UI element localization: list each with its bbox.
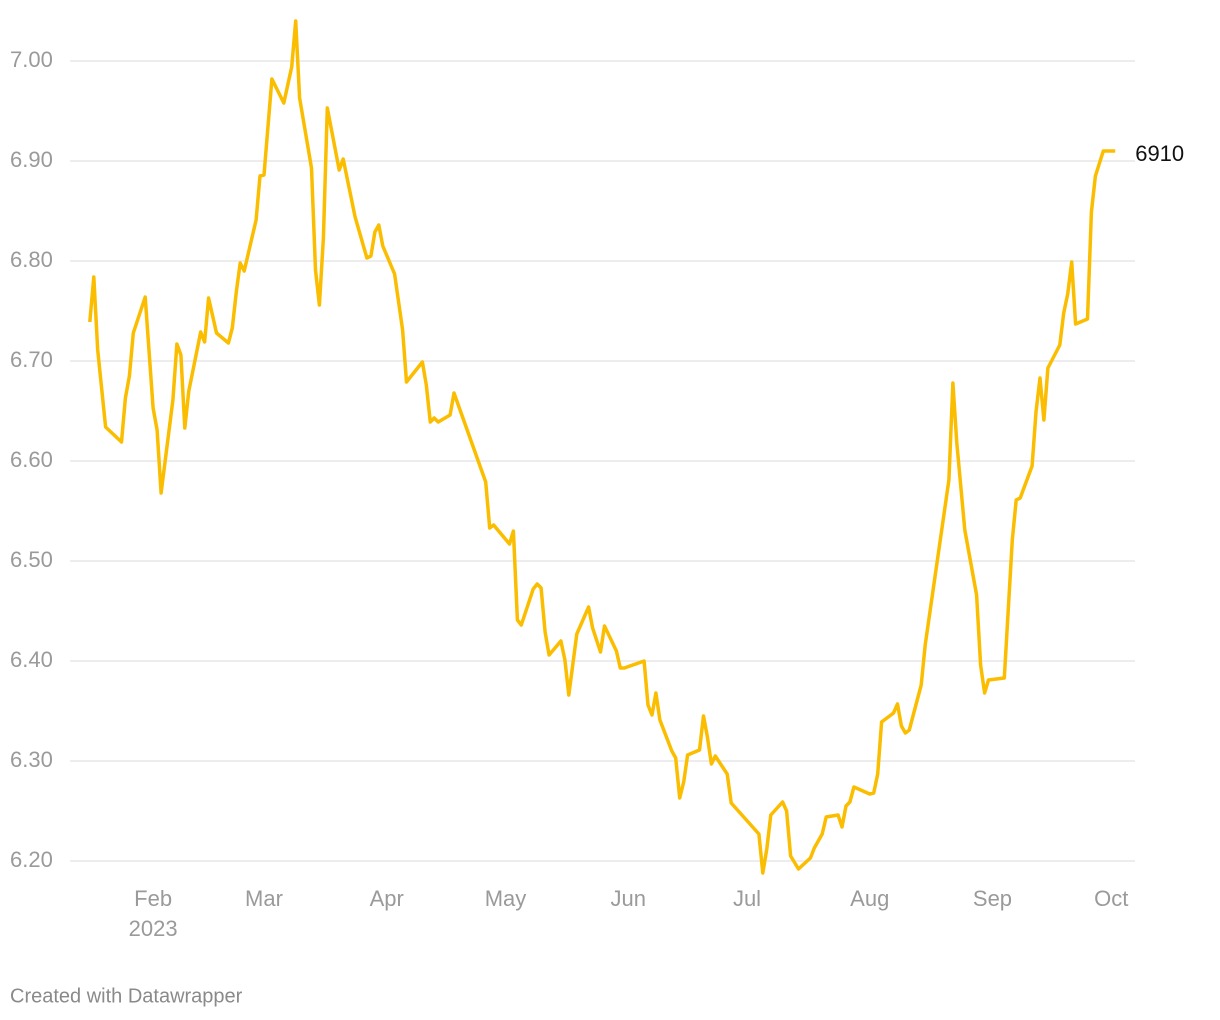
price-line bbox=[88, 19, 1116, 875]
x-tick-label: Apr bbox=[370, 886, 404, 911]
footer: Created with Datawrapper bbox=[10, 985, 243, 1007]
x-year-label: 2023 bbox=[129, 916, 178, 941]
x-tick-label: Jun bbox=[610, 886, 645, 911]
y-tick-label: 6.20 bbox=[10, 847, 53, 872]
y-tick-label: 6.50 bbox=[10, 547, 53, 572]
y-tick-label: 6.80 bbox=[10, 247, 53, 272]
x-tick-label: May bbox=[485, 886, 527, 911]
x-tick-label: Oct bbox=[1094, 886, 1128, 911]
y-tick-label: 6.30 bbox=[10, 747, 53, 772]
y-tick-label: 7.00 bbox=[10, 47, 53, 72]
x-tick-label: Feb bbox=[134, 886, 172, 911]
y-tick-label: 6.60 bbox=[10, 447, 53, 472]
x-tick-label: Jul bbox=[733, 886, 761, 911]
x-tick-label: Sep bbox=[973, 886, 1012, 911]
y-tick-label: 6.70 bbox=[10, 347, 53, 372]
x-tick-label: Mar bbox=[245, 886, 283, 911]
y-tick-label: 6.40 bbox=[10, 647, 53, 672]
end-label: 6910 bbox=[1135, 141, 1184, 166]
x-tick-label: Aug bbox=[850, 886, 889, 911]
y-tick-label: 6.90 bbox=[10, 147, 53, 172]
